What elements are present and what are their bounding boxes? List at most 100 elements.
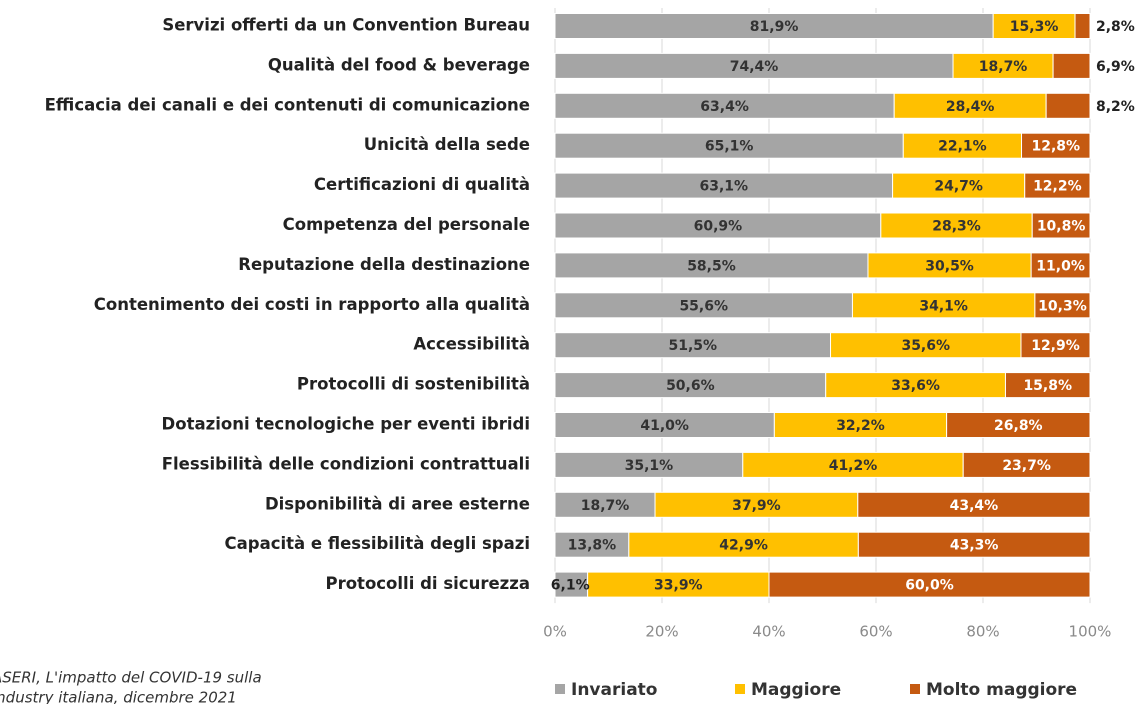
bar-segment xyxy=(554,132,904,159)
category-label: Capacità e flessibilità degli spazi xyxy=(225,534,530,553)
legend-label: Maggiore xyxy=(751,680,841,700)
x-tick-label: 0% xyxy=(543,623,567,641)
value-label: 60,0% xyxy=(905,578,954,594)
bar-segment xyxy=(554,92,895,119)
bar-segment xyxy=(554,571,589,598)
bar-segment xyxy=(892,172,1026,199)
bar-segment xyxy=(773,412,948,438)
bars xyxy=(554,13,1091,598)
value-label: 15,8% xyxy=(1023,378,1072,394)
value-label: 35,6% xyxy=(901,338,950,354)
value-label: 81,9% xyxy=(750,19,799,35)
bar-segment xyxy=(1034,292,1091,319)
bar-segment xyxy=(1004,372,1091,399)
value-label: 55,6% xyxy=(679,298,728,314)
bar-segment xyxy=(1020,332,1091,359)
value-label: 37,9% xyxy=(732,498,781,514)
bar-segment xyxy=(554,531,630,558)
bar-segment xyxy=(1021,132,1091,159)
category-label: Contenimento dei costi in rapporto alla … xyxy=(94,295,530,314)
bar-segment xyxy=(902,132,1023,159)
legend-label: Molto maggiore xyxy=(926,680,1077,700)
bar-segment xyxy=(830,332,1022,359)
bar-segment xyxy=(867,252,1032,279)
value-label: 26,8% xyxy=(994,418,1043,434)
bar-segment xyxy=(857,491,1091,518)
value-label: 60,9% xyxy=(694,219,743,235)
value-label: 8,2% xyxy=(1096,99,1135,115)
category-label: Accessibilità xyxy=(413,335,530,354)
bar-segment xyxy=(587,571,770,598)
category-label: Protocolli di sicurezza xyxy=(325,574,530,593)
source-note: ASERI, L'impatto del COVID-19 sulla xyxy=(0,669,262,687)
bar-segment xyxy=(1045,92,1091,119)
value-label: 6,1% xyxy=(551,578,590,594)
value-label: 15,3% xyxy=(1010,19,1059,35)
bar-segment xyxy=(825,372,1006,399)
value-label: 12,2% xyxy=(1033,179,1082,195)
bar-segment xyxy=(768,571,1091,598)
category-label: Dotazioni tecnologiche per eventi ibridi xyxy=(162,415,530,434)
legend-marker xyxy=(910,684,920,694)
value-label: 2,8% xyxy=(1096,19,1135,35)
value-label: 6,9% xyxy=(1096,59,1135,75)
value-label: 51,5% xyxy=(668,338,717,354)
x-tick-label: 40% xyxy=(752,623,785,641)
bar-segment xyxy=(1031,212,1091,239)
value-label: 35,1% xyxy=(625,458,674,474)
bar-segment xyxy=(1052,52,1091,79)
value-label: 30,5% xyxy=(925,258,974,274)
value-label: 12,8% xyxy=(1031,139,1080,155)
value-label: 41,0% xyxy=(640,418,689,434)
bar-segment xyxy=(946,412,1091,438)
value-label: 28,3% xyxy=(932,219,981,235)
category-label: Competenza del personale xyxy=(283,215,530,234)
bar-segment xyxy=(554,412,775,438)
value-label: 10,3% xyxy=(1038,298,1087,314)
value-label: 42,9% xyxy=(719,538,768,554)
category-label: Certificazioni di qualità xyxy=(314,175,530,194)
value-label: 65,1% xyxy=(705,139,754,155)
bar-segment xyxy=(1030,252,1091,279)
legend-marker xyxy=(735,684,745,694)
x-tick-label: 20% xyxy=(645,623,678,641)
value-label: 58,5% xyxy=(687,258,736,274)
value-label: 43,3% xyxy=(950,538,999,554)
value-label: 23,7% xyxy=(1002,458,1051,474)
x-tick-label: 60% xyxy=(859,623,892,641)
category-label: Protocolli di sostenibilità xyxy=(297,375,530,394)
x-tick-label: 100% xyxy=(1069,623,1112,641)
bar-segment xyxy=(628,531,859,558)
bar-segment xyxy=(554,451,744,478)
category-label: Reputazione della destinazione xyxy=(238,255,530,274)
value-label: 10,8% xyxy=(1037,219,1086,235)
source-note: industry italiana, dicembre 2021 xyxy=(0,689,237,704)
bar-segment xyxy=(857,531,1091,558)
bar-segment xyxy=(880,212,1033,239)
value-label: 63,4% xyxy=(700,99,749,115)
bar-segment xyxy=(952,52,1054,79)
bar-segment xyxy=(893,92,1047,119)
value-label: 41,2% xyxy=(829,458,878,474)
value-label: 43,4% xyxy=(950,498,999,514)
value-label: 12,9% xyxy=(1031,338,1080,354)
bar-segment xyxy=(554,212,882,239)
bar-segment xyxy=(742,451,964,478)
value-label: 24,7% xyxy=(934,179,983,195)
legend-marker xyxy=(555,684,565,694)
category-label: Disponibilità di aree esterne xyxy=(265,494,530,513)
value-label: 34,1% xyxy=(919,298,968,314)
value-label: 74,4% xyxy=(730,59,779,75)
bar-segment xyxy=(554,172,894,199)
bar-segment xyxy=(554,13,994,39)
value-label: 63,1% xyxy=(700,179,749,195)
bar-segment xyxy=(962,451,1091,478)
category-label: Efficacia dei canali e dei contenuti di … xyxy=(45,95,530,114)
bar-segment xyxy=(654,491,859,518)
value-label: 13,8% xyxy=(568,538,617,554)
category-label: Unicità della sede xyxy=(364,135,530,154)
bar-segment xyxy=(1024,172,1091,199)
bar-segment xyxy=(1074,13,1091,39)
category-label: Qualità del food & beverage xyxy=(268,55,530,74)
